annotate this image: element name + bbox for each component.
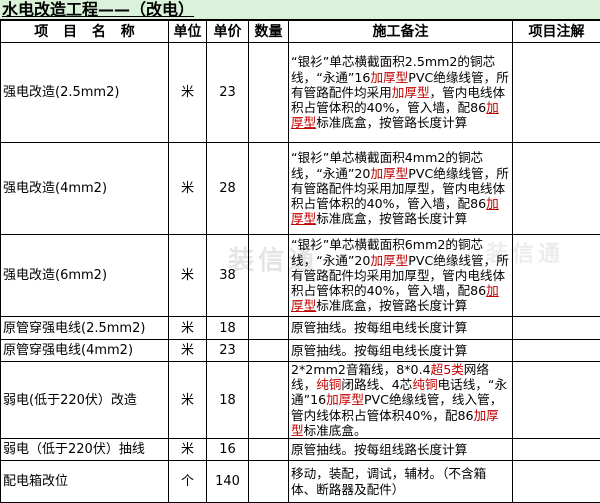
- cell-project-note: [513, 235, 600, 317]
- table-header: 项 目 名 称 单位 单价 数量 施工备注 项目注解: [1, 21, 600, 43]
- remark-text: 标准底盒。: [304, 423, 367, 438]
- remark-highlight: 加厚型: [370, 70, 408, 85]
- cell-item-name: 原管穿强电线(4mm2): [1, 340, 169, 362]
- cell-construction-remark: “银衫”单芯横截面积2.5mm2的铜芯线，“永通”16加厚型PVC绝缘线管，所有…: [289, 43, 513, 143]
- cell-construction-remark: 原管抽线。按每组电线长度计算: [289, 317, 513, 340]
- remark-text: 原管抽线。按每组电线长度计算: [291, 320, 467, 335]
- cell-unit: 米: [169, 143, 207, 235]
- remark-text: 原管抽线。按每组电线长度计算: [291, 343, 467, 358]
- cell-project-note: [513, 461, 600, 503]
- column-header-price: 单价: [207, 21, 249, 43]
- column-header-name: 项 目 名 称: [1, 21, 169, 43]
- cell-quantity: [249, 461, 289, 503]
- remark-text: 标准底盒，按管路长度计算: [316, 298, 467, 313]
- column-header-name-label: 项 目 名 称: [29, 24, 140, 40]
- column-header-qty: 数量: [249, 21, 289, 43]
- cell-project-note: [513, 362, 600, 439]
- remark-text: 标准底盒，按管路长度计算: [316, 211, 467, 226]
- cell-quantity: [249, 43, 289, 143]
- cell-quantity: [249, 340, 289, 362]
- cell-unit-price: 28: [207, 143, 249, 235]
- cell-unit: 米: [169, 439, 207, 461]
- remark-text: 移动，装配，调试，辅材。（不含箱体、断路器及配件）: [291, 466, 486, 496]
- cell-project-note: [513, 143, 600, 235]
- table-header-row: 项 目 名 称 单位 单价 数量 施工备注 项目注解: [1, 21, 600, 43]
- cell-item-name: 强电改造(6mm2): [1, 235, 169, 317]
- cell-unit-price: 38: [207, 235, 249, 317]
- cell-unit: 米: [169, 317, 207, 340]
- cell-item-name: 弱电(低于220伏）改造: [1, 362, 169, 439]
- remark-text: 原管抽线。按每组线路长度计算: [291, 442, 467, 457]
- cell-construction-remark: “银衫”单芯横截面积6mm2的铜芯线，“永通”20加厚型PVC绝缘线管，所有管路…: [289, 235, 513, 317]
- column-header-unit: 单位: [169, 21, 207, 43]
- cell-quantity: [249, 143, 289, 235]
- cell-item-name: 强电改造(4mm2): [1, 143, 169, 235]
- cell-unit-price: 16: [207, 439, 249, 461]
- remark-highlight: 加厚型: [370, 253, 408, 268]
- cell-construction-remark: 移动，装配，调试，辅材。（不含箱体、断路器及配件）: [289, 461, 513, 503]
- column-header-remark: 施工备注: [289, 21, 513, 43]
- document-title-row: 水电改造工程——（改电）: [0, 0, 600, 20]
- cell-unit-price: 23: [207, 340, 249, 362]
- cell-unit: 米: [169, 235, 207, 317]
- cell-unit-price: 18: [207, 317, 249, 340]
- cell-construction-remark: 原管抽线。按每组电线长度计算: [289, 340, 513, 362]
- remark-text: 2*2mm2音箱线，8*0.4: [291, 362, 431, 377]
- column-header-note: 项目注解: [513, 21, 600, 43]
- cell-construction-remark: 2*2mm2音箱线，8*0.4超5类网络线，纯铜闭路线、4芯纯铜电话线，“永通”…: [289, 362, 513, 439]
- cell-item-name: 弱电（低于220伏）抽线: [1, 439, 169, 461]
- remark-highlight: 纯铜: [316, 377, 341, 392]
- cell-quantity: [249, 235, 289, 317]
- cell-item-name: 原管穿强电线(2.5mm2): [1, 317, 169, 340]
- cell-unit-price: 140: [207, 461, 249, 503]
- spreadsheet-page: 水电改造工程——（改电） 项 目 名 称 单位 单价 数量 施工备注 项目注解 …: [0, 0, 600, 489]
- cell-unit: 米: [169, 362, 207, 439]
- remark-highlight: 纯铜: [412, 377, 437, 392]
- cell-project-note: [513, 340, 600, 362]
- cell-project-note: [513, 43, 600, 143]
- cell-project-note: [513, 317, 600, 340]
- cell-project-note: [513, 439, 600, 461]
- cell-construction-remark: 原管抽线。按每组线路长度计算: [289, 439, 513, 461]
- remark-highlight: 加厚型: [392, 85, 430, 100]
- cell-quantity: [249, 362, 289, 439]
- cell-item-name: 配电箱改位: [1, 461, 169, 503]
- cell-unit: 个: [169, 461, 207, 503]
- cell-quantity: [249, 439, 289, 461]
- remark-text: 标准底盒，按管路长度计算: [316, 115, 467, 130]
- remark-highlight: 加厚型: [326, 392, 364, 407]
- cell-unit: 米: [169, 340, 207, 362]
- cell-quantity: [249, 317, 289, 340]
- remark-highlight: 超5类: [431, 362, 464, 377]
- cell-construction-remark: “银衫”单芯横截面积4mm2的铜芯线，“永通”20加厚型PVC绝缘线管，所有管路…: [289, 143, 513, 235]
- remark-highlight: 加厚型: [370, 166, 408, 181]
- cell-unit: 米: [169, 43, 207, 143]
- cell-item-name: 强电改造(2.5mm2): [1, 43, 169, 143]
- page-title: 水电改造工程——（改电）: [0, 1, 194, 19]
- cell-unit-price: 18: [207, 362, 249, 439]
- remark-text: 闭路线、4芯: [341, 377, 412, 392]
- price-table: 项 目 名 称 单位 单价 数量 施工备注 项目注解 强电改造(2.5mm2)米…: [0, 20, 600, 503]
- cell-unit-price: 23: [207, 43, 249, 143]
